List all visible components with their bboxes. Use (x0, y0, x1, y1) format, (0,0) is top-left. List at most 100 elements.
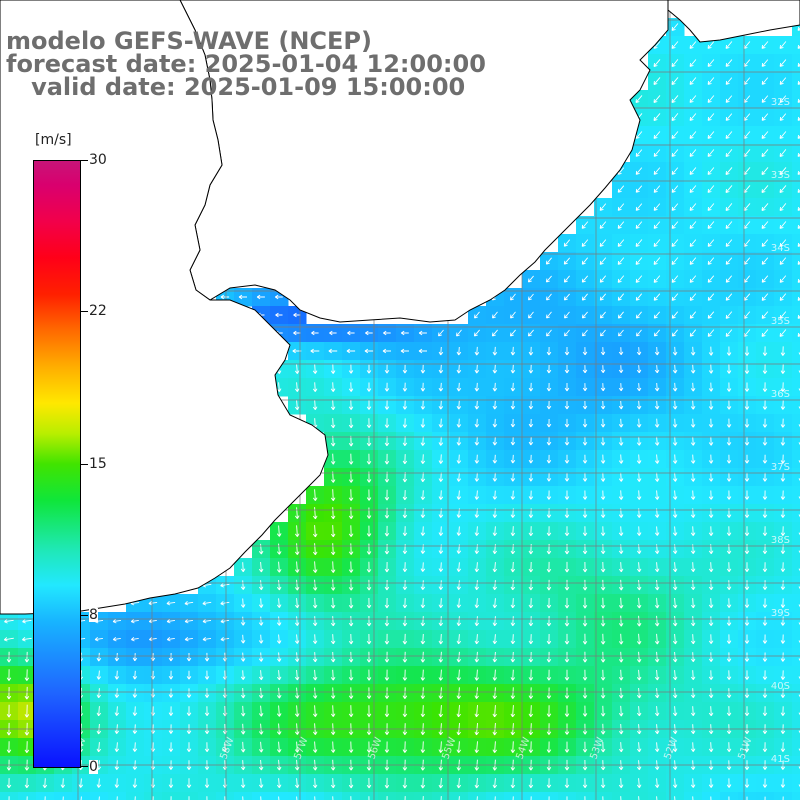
wind-arrow-icon (528, 293, 534, 301)
wind-arrow-icon (420, 472, 426, 483)
wind-arrow-icon (420, 777, 426, 789)
colorbar-tick (80, 615, 88, 616)
wind-arrow-icon (438, 580, 444, 590)
wind-arrow-icon (312, 669, 318, 681)
wind-arrow-icon (276, 687, 282, 699)
wind-arrow-icon (779, 113, 787, 121)
wind-arrow-icon (564, 490, 570, 500)
wind-arrow-icon (564, 687, 570, 699)
wind-arrow-icon (492, 364, 498, 374)
wind-arrow-icon (474, 311, 480, 319)
wind-arrow-icon (474, 436, 480, 446)
wind-arrow-icon (438, 329, 444, 337)
wind-arrow-icon (204, 706, 210, 717)
wind-arrow-icon (654, 579, 660, 591)
wind-arrow-icon (420, 580, 426, 590)
colorbar (33, 160, 81, 768)
wind-arrow-icon (654, 490, 660, 500)
wind-arrow-icon (420, 633, 426, 645)
wind-arrow-icon (240, 687, 246, 699)
wind-speed-cell (792, 270, 800, 289)
wind-arrow-icon (672, 400, 678, 410)
wind-arrow-icon (726, 454, 732, 464)
wind-arrow-icon (600, 454, 606, 464)
wind-arrow-icon (618, 687, 624, 699)
wind-arrow-icon (456, 634, 462, 645)
wind-arrow-icon (258, 670, 264, 681)
wind-arrow-icon (528, 778, 534, 789)
wind-arrow-icon (546, 633, 552, 645)
wind-arrow-icon (348, 615, 354, 627)
wind-arrow-icon (564, 401, 570, 410)
wind-speed-cell (792, 594, 800, 613)
wind-arrow-icon (312, 705, 318, 717)
wind-arrow-icon (690, 688, 696, 699)
wind-arrow-icon (762, 382, 768, 392)
wind-arrow-icon (186, 653, 192, 662)
wind-arrow-icon (276, 741, 282, 753)
colorbar-label-30: 30 (89, 152, 107, 168)
wind-arrow-icon (238, 294, 247, 300)
wind-arrow-icon (456, 651, 462, 663)
wind-arrow-icon (690, 562, 696, 573)
wind-arrow-icon (240, 580, 246, 590)
wind-arrow-icon (510, 687, 516, 699)
wind-arrow-icon (294, 598, 300, 609)
wind-arrow-icon (690, 706, 696, 717)
wind-arrow-icon (762, 742, 768, 753)
wind-arrow-icon (112, 618, 121, 624)
wind-arrow-icon (510, 580, 516, 591)
wind-arrow-icon (564, 651, 570, 663)
wind-arrow-icon (689, 59, 697, 67)
wind-arrow-icon (617, 185, 625, 193)
wind-arrow-icon (582, 365, 588, 374)
wind-arrow-icon (690, 652, 696, 663)
wind-arrow-icon (762, 652, 768, 662)
wind-arrow-icon (780, 382, 786, 392)
wind-arrow-icon (220, 583, 230, 588)
wind-arrow-icon (671, 293, 679, 301)
wind-arrow-icon (708, 598, 714, 609)
wind-arrow-icon (528, 616, 534, 627)
wind-arrow-icon (761, 113, 769, 121)
wind-arrow-icon (725, 41, 733, 49)
wind-arrow-icon (546, 418, 552, 428)
wind-arrow-icon (780, 346, 786, 356)
wind-arrow-icon (671, 113, 679, 122)
wind-arrow-icon (366, 382, 372, 392)
wind-arrow-icon (654, 526, 660, 536)
wind-arrow-icon (689, 311, 697, 319)
wind-arrow-icon (474, 598, 480, 609)
wind-arrow-icon (726, 382, 732, 392)
wind-arrow-icon (510, 400, 516, 410)
wind-arrow-icon (294, 400, 300, 411)
wind-arrow-icon (6, 669, 12, 681)
wind-arrow-icon (312, 382, 318, 392)
wind-arrow-icon (438, 382, 444, 392)
wind-arrow-icon (546, 382, 552, 392)
wind-arrow-icon (762, 634, 768, 644)
wind-arrow-icon (600, 741, 606, 753)
wind-arrow-icon (671, 95, 679, 104)
wind-arrow-icon (689, 95, 697, 103)
wind-speed-cell (792, 738, 800, 757)
wind-arrow-icon (707, 149, 715, 157)
wind-arrow-icon (383, 330, 391, 336)
wind-arrow-icon (402, 669, 408, 681)
wind-arrow-icon (708, 418, 714, 428)
wind-arrow-icon (276, 598, 282, 608)
wind-arrow-icon (672, 688, 678, 699)
wind-arrow-icon (330, 453, 336, 465)
wind-arrow-icon (564, 472, 570, 482)
wind-arrow-icon (672, 778, 678, 788)
wind-arrow-icon (707, 275, 715, 283)
wind-speed-cell (792, 792, 800, 804)
wind-arrow-icon (366, 687, 372, 699)
wind-arrow-icon (726, 580, 732, 591)
wind-arrow-icon (456, 526, 462, 536)
wind-arrow-icon (689, 113, 697, 121)
wind-arrow-icon (294, 778, 300, 789)
wind-arrow-icon (420, 418, 426, 428)
